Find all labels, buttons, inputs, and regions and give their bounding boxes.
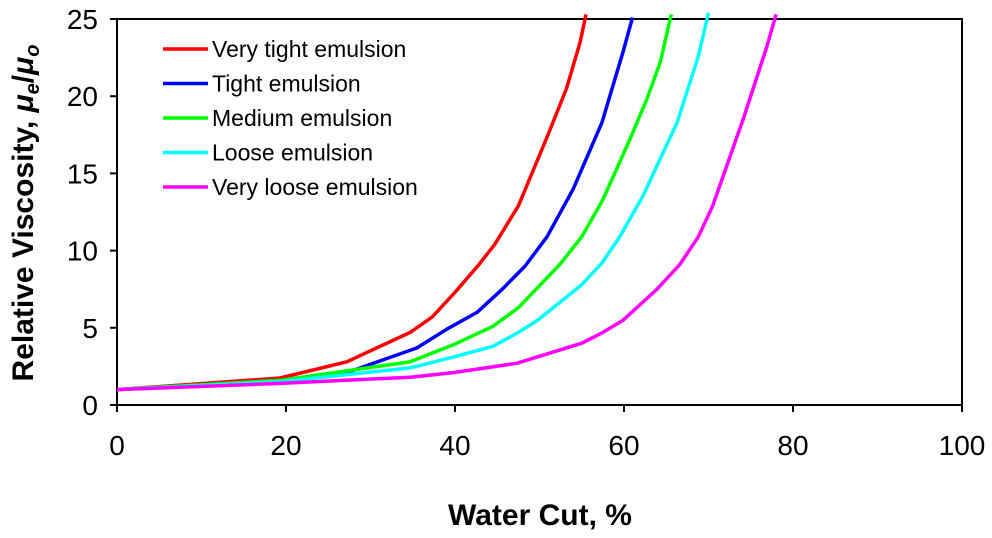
- series-line-3: [116, 14, 674, 392]
- series-lines: [116, 12, 778, 392]
- x-tick-label: 0: [109, 430, 125, 461]
- legend-label: Loose emulsion: [212, 140, 373, 166]
- y-axis-label: Relative Viscosity, μe/μo: [7, 45, 44, 382]
- series-line-4: [116, 12, 711, 392]
- series-line-1: [116, 14, 588, 392]
- x-tick-label: 40: [439, 430, 470, 461]
- series-line-2: [116, 17, 635, 392]
- legend-label: Very loose emulsion: [212, 174, 418, 200]
- plot-frame: [116, 18, 963, 406]
- legend: Very tight emulsion Tight emulsion Medium …: [163, 36, 418, 200]
- y-tick-label: 5: [82, 313, 98, 344]
- legend-label: Medium emulsion: [212, 105, 392, 131]
- x-tick-label: 80: [777, 430, 808, 461]
- y-tick-label: 15: [67, 158, 98, 189]
- x-tick-label: 100: [939, 430, 986, 461]
- y-tick-label: 25: [67, 4, 98, 35]
- legend-label: Very tight emulsion: [212, 36, 406, 62]
- x-axis-label: Water Cut, %: [448, 499, 632, 532]
- y-tick-label: 20: [67, 81, 98, 112]
- series-line-5: [116, 13, 778, 392]
- x-tick-label: 60: [608, 430, 639, 461]
- y-tick-label: 10: [67, 236, 98, 267]
- legend-label: Tight emulsion: [212, 71, 361, 97]
- y-tick-label: 0: [82, 390, 98, 421]
- x-tick-label: 20: [270, 430, 301, 461]
- axes: 0 20 40 60 80 100 0 5 10 15 20 25: [67, 4, 986, 461]
